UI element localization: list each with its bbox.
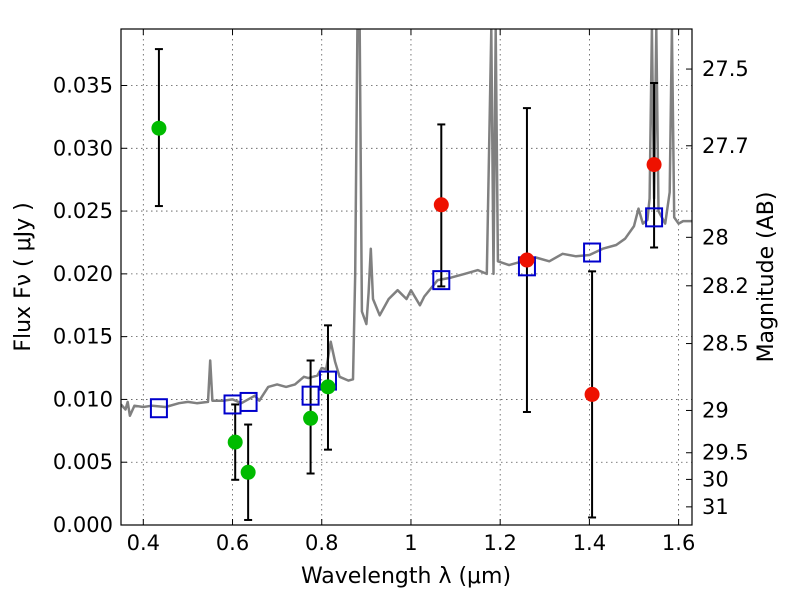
right-tick-label: 27.5	[702, 57, 749, 81]
plot-area	[121, 29, 692, 521]
y-tick-label: 0.000	[53, 513, 113, 537]
x-axis-label: Wavelength λ (μm)	[301, 564, 511, 589]
red-circle-point	[519, 252, 535, 268]
blue-square-series	[149, 207, 664, 419]
blue-square-point	[301, 385, 320, 406]
x-tick-label: 0.4	[127, 531, 160, 555]
y-tick-label: 0.035	[53, 74, 113, 98]
x-tick-label: 0.6	[216, 531, 249, 555]
x-tick-label: 1.4	[573, 531, 606, 555]
x-tick-label: 0.8	[305, 531, 338, 555]
y-tick-label: 0.030	[53, 136, 113, 160]
circle-series	[151, 120, 662, 480]
x-tick-label: 1.2	[483, 531, 516, 555]
y-tick-label: 0.010	[53, 387, 113, 411]
model-spectrum-series	[121, 29, 692, 418]
right-tick-label: 28.2	[702, 274, 749, 298]
y-tick-label: 0.015	[53, 325, 113, 349]
blue-square-point	[239, 391, 258, 412]
right-tick-label: 31	[702, 495, 729, 519]
y-axis-label-right: Magnitude (AB)	[754, 192, 779, 363]
right-tick-label: 30	[702, 467, 729, 491]
green-circle-point	[303, 410, 319, 426]
y-tick-label: 0.025	[53, 199, 113, 223]
right-tick-label: 28	[702, 225, 729, 249]
y-tick-label: 0.020	[53, 262, 113, 286]
plot-frame	[120, 28, 693, 526]
green-circle-point	[320, 379, 336, 395]
green-circle-point	[227, 434, 243, 450]
red-circle-point	[584, 386, 600, 402]
x-tick-label: 1	[404, 531, 417, 555]
x-tick-label: 1.6	[662, 531, 695, 555]
blue-square-point	[645, 207, 664, 228]
green-circle-point	[240, 464, 256, 480]
green-circle-point	[151, 120, 167, 136]
blue-square-point	[583, 242, 602, 263]
right-tick-label: 27.7	[702, 134, 749, 158]
blue-square-point	[432, 270, 451, 291]
errorbars	[154, 48, 659, 521]
y-tick-label: 0.005	[53, 450, 113, 474]
y-axis-label: Flux Fν ( μJy )	[11, 202, 36, 351]
red-circle-point	[433, 197, 449, 213]
right-tick-label: 28.5	[702, 332, 749, 356]
blue-square-point	[149, 398, 168, 419]
axes: 0.4 0.6 0.8 1 1.2 1.4 1.6 0.000 0.005 0.010 0.015 0…	[53, 29, 749, 555]
right-tick-label: 29	[702, 398, 729, 422]
grid	[121, 29, 692, 526]
right-tick-label: 29.5	[702, 441, 749, 465]
model-spectrum-line	[121, 29, 692, 418]
red-circle-point	[646, 157, 662, 173]
